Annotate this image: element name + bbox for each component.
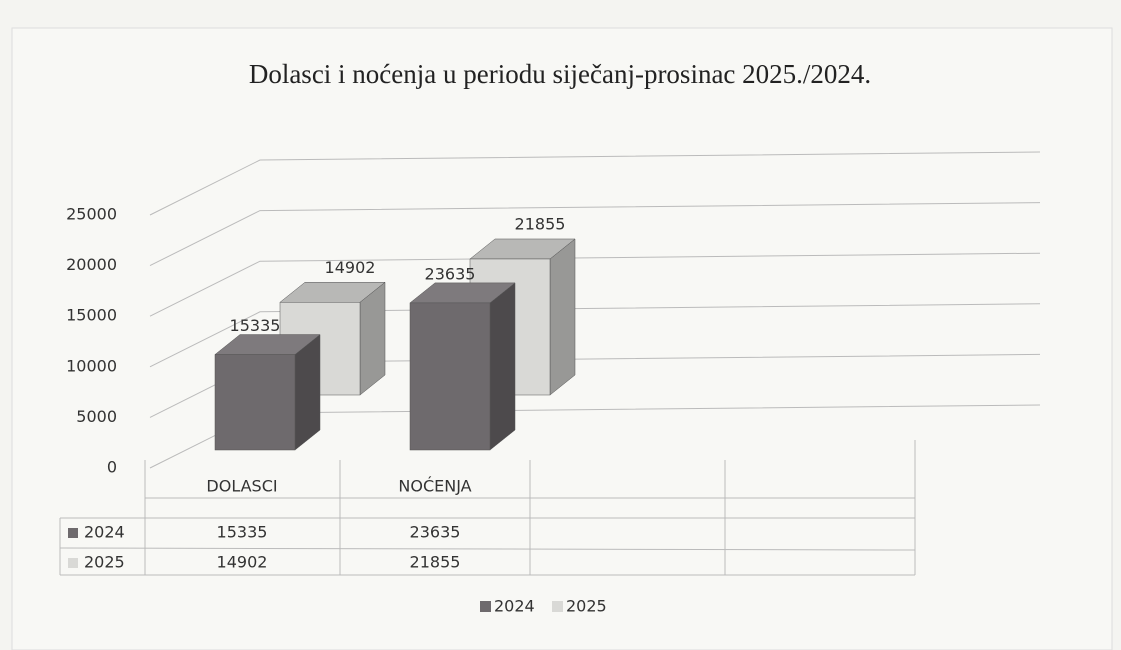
data-label: 21855	[515, 214, 566, 233]
y-tick-label: 15000	[66, 306, 117, 325]
y-tick-label: 0	[107, 458, 117, 477]
table-cell: 21855	[410, 553, 461, 572]
legend-label: 2024	[494, 597, 535, 616]
table-row-label: 2024	[84, 523, 125, 542]
legend-swatch	[552, 601, 563, 612]
x-tick-label: NOĆENJA	[398, 477, 471, 496]
grid-line	[149, 252, 1041, 317]
table-row-label: 2025	[84, 553, 125, 572]
data-label: 14902	[325, 258, 376, 277]
table-cell: 23635	[410, 523, 461, 542]
table-swatch	[68, 528, 78, 538]
table-swatch	[68, 558, 78, 568]
bar	[409, 302, 491, 451]
y-tick-label: 25000	[66, 205, 117, 224]
x-tick-label: DOLASCI	[206, 477, 277, 496]
y-tick-label: 20000	[66, 255, 117, 274]
bar-side	[549, 238, 576, 396]
bar	[214, 354, 296, 451]
grid-line	[149, 202, 1041, 267]
y-tick-label: 5000	[76, 407, 117, 426]
table-cell: 15335	[217, 523, 268, 542]
grid-line	[149, 151, 1041, 216]
data-label: 23635	[425, 264, 476, 283]
bar-side	[489, 282, 516, 451]
data-table	[59, 440, 916, 576]
table-cell: 14902	[217, 553, 268, 572]
y-tick-label: 10000	[66, 356, 117, 375]
legend-swatch	[480, 601, 491, 612]
legend-label: 2025	[566, 597, 607, 616]
data-label: 15335	[230, 316, 281, 335]
grid-line	[149, 303, 1041, 368]
chart-title: Dolasci i noćenja u periodu siječanj-pro…	[249, 59, 871, 89]
